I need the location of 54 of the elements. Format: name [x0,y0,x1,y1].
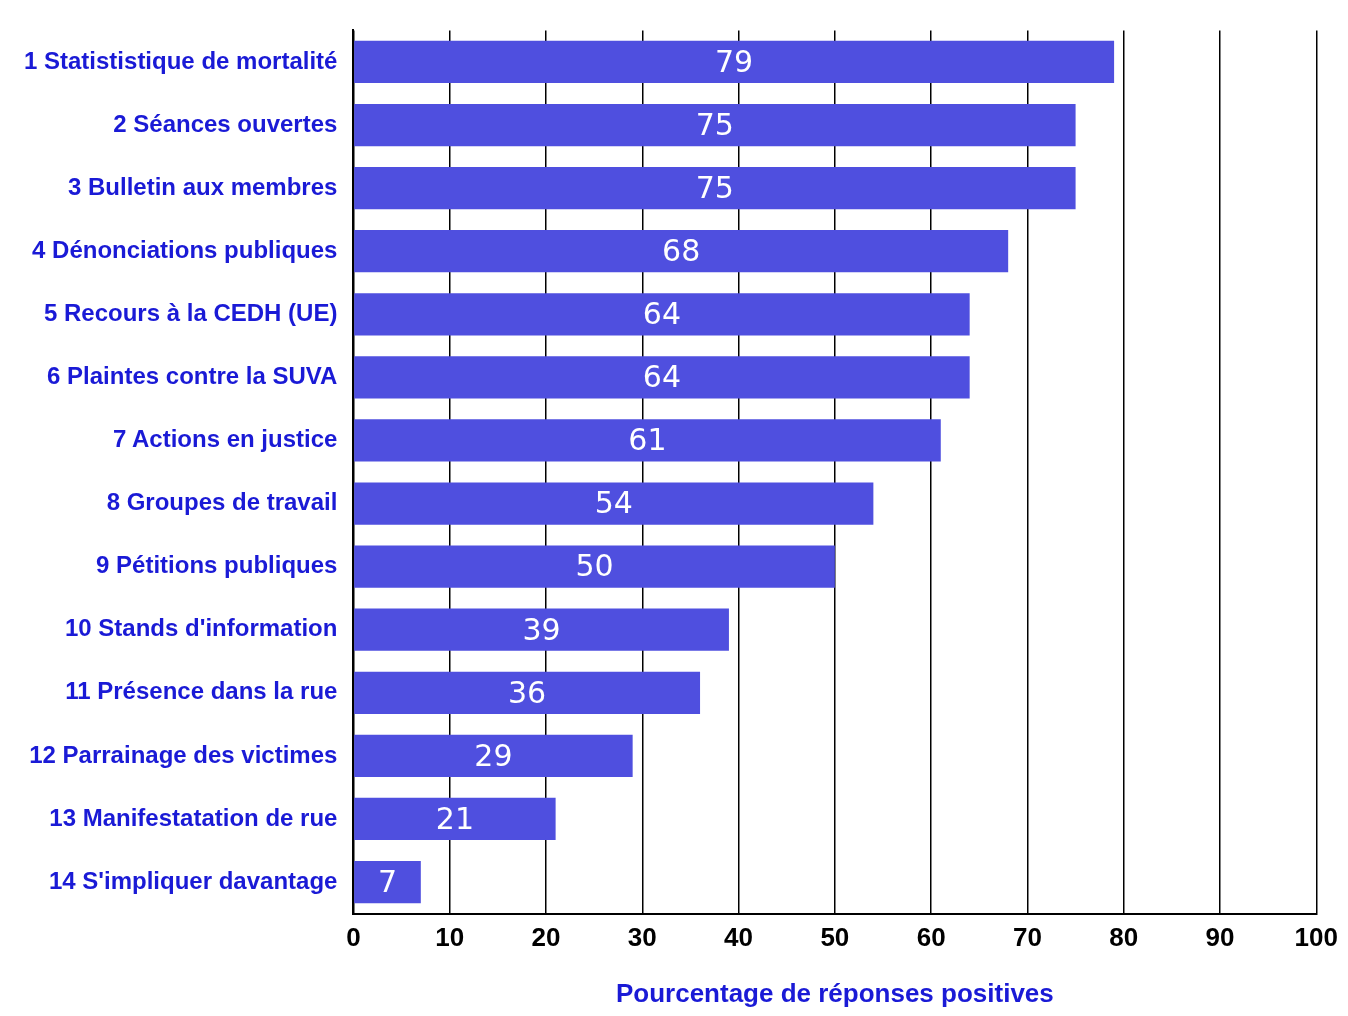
y-tick-label: 1 Statististique de mortalité [24,46,338,74]
y-tick-label: 6 Plaintes contre la SUVA [47,362,338,389]
y-tick-label: 10 Stands d'information [65,614,338,642]
x-tick-label: 10 [435,922,465,953]
y-tick-label: 11 Présence dans la rue [65,677,338,705]
data-label: 39 [522,611,561,647]
data-label: 29 [474,737,513,773]
bar [354,230,1009,273]
data-label: 75 [695,169,734,205]
x-tick-label: 100 [1294,922,1339,953]
x-tick-label: 40 [724,922,754,953]
y-tick-label: 4 Dénonciations publiques [32,235,338,263]
data-label: 64 [642,296,681,332]
bar [354,40,1115,84]
data-label: 75 [695,106,734,142]
data-label: 64 [642,359,681,395]
data-label: 36 [508,674,547,710]
x-tick-label: 90 [1205,922,1235,953]
data-label: 68 [662,233,701,268]
data-label: 7 [377,863,398,899]
y-tick-label: 2 Séances ouvertes [113,109,338,137]
x-tick-label: 30 [627,922,657,953]
y-tick-label: 9 Pétitions publiques [96,551,338,579]
data-label: 21 [435,800,474,836]
bar [354,797,556,841]
bar [354,734,633,778]
y-tick-label: 12 Parrainage des victimes [29,740,338,768]
bar [354,671,701,714]
data-label: 79 [715,43,754,79]
x-tick-label: 80 [1109,922,1139,953]
bar [354,608,729,651]
data-label: 54 [594,485,633,521]
y-tick-label: 13 Manifestatation de rue [49,803,338,831]
y-tick-label: 5 Recours à la CEDH (UE) [43,298,338,326]
bar [354,860,421,904]
y-tick-label: 8 Groupes de travail [106,488,338,516]
bar [354,419,941,462]
bar [354,545,835,588]
x-axis-title: Pourcentage de réponses positives [615,977,1054,1008]
bar [354,103,1076,147]
bar [354,293,970,336]
data-label: 61 [628,422,667,458]
y-tick-label: 3 Bulletin aux membres [67,172,338,200]
x-tick-label: 60 [916,922,946,953]
y-tick-label: 7 Actions en justice [112,425,338,453]
bar [354,166,1076,210]
x-tick-label: 0 [346,922,361,953]
x-tick-label: 20 [531,922,561,953]
x-tick-label: 50 [820,922,850,953]
x-tick-label: 70 [1012,922,1042,953]
data-label: 50 [575,548,614,584]
bar [354,356,970,399]
bar [354,482,874,525]
y-tick-label: 14 S'impliquer davantage [48,866,338,894]
